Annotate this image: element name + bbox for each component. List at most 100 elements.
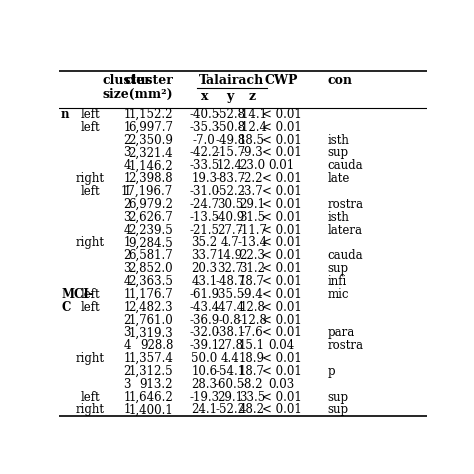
Text: 6,581.7: 6,581.7 xyxy=(128,249,173,262)
Text: 1,152.2: 1,152.2 xyxy=(128,108,173,121)
Text: < 0.01: < 0.01 xyxy=(262,185,301,198)
Text: 928.8: 928.8 xyxy=(140,339,173,352)
Text: -15.7: -15.7 xyxy=(215,146,245,159)
Text: -0.8: -0.8 xyxy=(219,313,241,327)
Text: -32.0: -32.0 xyxy=(189,327,219,339)
Text: left: left xyxy=(81,121,100,134)
Text: 15.1: 15.1 xyxy=(239,339,265,352)
Text: mic: mic xyxy=(328,288,349,301)
Text: 48.2: 48.2 xyxy=(239,403,265,417)
Text: 3: 3 xyxy=(123,211,131,224)
Text: 18.9: 18.9 xyxy=(239,352,265,365)
Text: 35.2: 35.2 xyxy=(191,237,218,249)
Text: < 0.01: < 0.01 xyxy=(262,301,301,314)
Text: -54.1: -54.1 xyxy=(215,365,245,378)
Text: isth: isth xyxy=(328,134,349,146)
Text: -12.8: -12.8 xyxy=(237,313,267,327)
Text: 4: 4 xyxy=(123,224,131,237)
Text: n: n xyxy=(61,108,70,121)
Text: 2,363.5: 2,363.5 xyxy=(128,275,173,288)
Text: 29.1: 29.1 xyxy=(239,198,265,211)
Text: -47.4: -47.4 xyxy=(215,301,245,314)
Text: < 0.01: < 0.01 xyxy=(262,327,301,339)
Text: 23.0: 23.0 xyxy=(239,159,265,173)
Text: -12.4: -12.4 xyxy=(237,121,267,134)
Text: x: x xyxy=(201,90,208,103)
Text: < 0.01: < 0.01 xyxy=(262,391,301,403)
Text: 33.7: 33.7 xyxy=(191,249,218,262)
Text: 1,357.4: 1,357.4 xyxy=(128,352,173,365)
Text: 1,176.7: 1,176.7 xyxy=(128,288,173,301)
Text: 6,979.2: 6,979.2 xyxy=(128,198,173,211)
Text: < 0.01: < 0.01 xyxy=(262,108,301,121)
Text: 24.1: 24.1 xyxy=(191,403,218,417)
Text: 2: 2 xyxy=(124,313,131,327)
Text: -24.7: -24.7 xyxy=(189,198,219,211)
Text: C: C xyxy=(61,301,71,314)
Text: right: right xyxy=(76,352,105,365)
Text: 3: 3 xyxy=(123,262,131,275)
Text: 1,646.2: 1,646.2 xyxy=(128,391,173,403)
Text: 18.7: 18.7 xyxy=(239,365,265,378)
Text: 18.7: 18.7 xyxy=(239,275,265,288)
Text: left: left xyxy=(81,108,100,121)
Text: -13.4: -13.4 xyxy=(237,237,267,249)
Text: p: p xyxy=(328,365,335,378)
Text: -43.4: -43.4 xyxy=(189,301,219,314)
Text: left: left xyxy=(81,391,100,403)
Text: 4.4: 4.4 xyxy=(221,352,239,365)
Text: -52.2: -52.2 xyxy=(215,403,245,417)
Text: sup: sup xyxy=(328,262,348,275)
Text: 913.2: 913.2 xyxy=(140,378,173,391)
Text: -8.2: -8.2 xyxy=(241,378,264,391)
Text: sup: sup xyxy=(328,146,348,159)
Text: -9.3: -9.3 xyxy=(241,146,264,159)
Text: < 0.01: < 0.01 xyxy=(262,146,301,159)
Text: 1,312.5: 1,312.5 xyxy=(128,365,173,378)
Text: 18.5: 18.5 xyxy=(239,134,265,146)
Text: 12.8: 12.8 xyxy=(239,301,265,314)
Text: -31.0: -31.0 xyxy=(189,185,219,198)
Text: -35.3: -35.3 xyxy=(189,121,219,134)
Text: -49.8: -49.8 xyxy=(215,134,245,146)
Text: 17,196.7: 17,196.7 xyxy=(121,185,173,198)
Text: 0.04: 0.04 xyxy=(268,339,295,352)
Text: 12.4: 12.4 xyxy=(217,159,243,173)
Text: 10.6: 10.6 xyxy=(191,365,218,378)
Text: 33.5: 33.5 xyxy=(239,391,265,403)
Text: 31.5: 31.5 xyxy=(239,211,265,224)
Text: right: right xyxy=(76,403,105,417)
Text: < 0.01: < 0.01 xyxy=(262,172,301,185)
Text: < 0.01: < 0.01 xyxy=(262,365,301,378)
Text: con: con xyxy=(328,74,352,87)
Text: 1: 1 xyxy=(124,185,131,198)
Text: 6,997.7: 6,997.7 xyxy=(128,121,173,134)
Text: 1: 1 xyxy=(124,288,131,301)
Text: sup: sup xyxy=(328,403,348,417)
Text: 50.0: 50.0 xyxy=(191,352,218,365)
Text: < 0.01: < 0.01 xyxy=(262,275,301,288)
Text: size(mm²): size(mm²) xyxy=(102,88,173,101)
Text: -52.8: -52.8 xyxy=(215,108,245,121)
Text: 1: 1 xyxy=(124,237,131,249)
Text: 1,319.3: 1,319.3 xyxy=(128,327,173,339)
Text: 30.5: 30.5 xyxy=(217,198,243,211)
Text: 28.3: 28.3 xyxy=(191,378,218,391)
Text: MCI-: MCI- xyxy=(61,288,94,301)
Text: -35.5: -35.5 xyxy=(215,288,245,301)
Text: 2,321.4: 2,321.4 xyxy=(128,146,173,159)
Text: 1: 1 xyxy=(124,391,131,403)
Text: 2,626.7: 2,626.7 xyxy=(128,211,173,224)
Text: 4: 4 xyxy=(123,275,131,288)
Text: -61.9: -61.9 xyxy=(189,288,219,301)
Text: 2,482.3: 2,482.3 xyxy=(128,301,173,314)
Text: right: right xyxy=(76,237,105,249)
Text: < 0.01: < 0.01 xyxy=(262,198,301,211)
Text: < 0.01: < 0.01 xyxy=(262,134,301,146)
Text: < 0.01: < 0.01 xyxy=(262,224,301,237)
Text: -36.9: -36.9 xyxy=(189,313,219,327)
Text: 2: 2 xyxy=(124,249,131,262)
Text: 2: 2 xyxy=(124,134,131,146)
Text: 0.01: 0.01 xyxy=(268,159,294,173)
Text: right: right xyxy=(76,172,105,185)
